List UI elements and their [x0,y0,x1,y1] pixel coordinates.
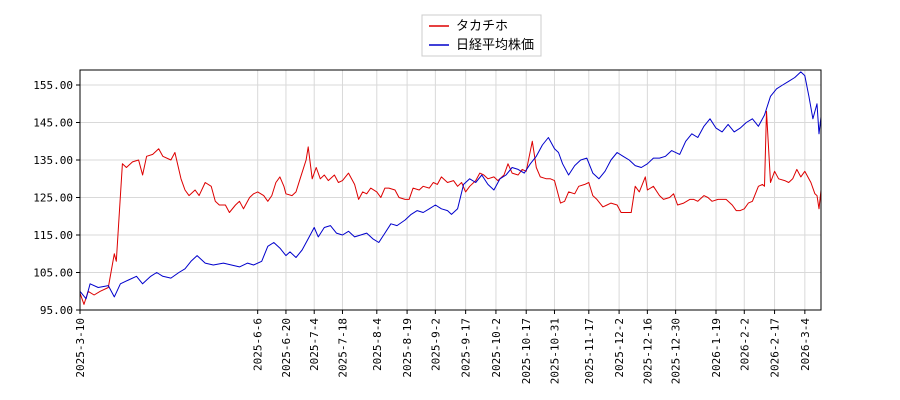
grid-lines [79,70,821,311]
y-tick-label: 115.00 [33,229,73,242]
x-tick-label: 2025-12-16 [641,318,654,384]
x-tick-label: 2025-8-4 [371,318,384,371]
y-tick-label: 95.00 [40,304,73,317]
x-tick-label: 2026-2-2 [738,318,751,371]
series-line-1 [79,71,822,300]
legend-label-0: タカチホ [456,19,508,34]
x-tick-label: 2025-3-10 [74,318,87,378]
y-tick-label: 105.00 [33,267,73,280]
legend-label-1: 日経平均株価 [456,38,534,53]
x-tick-label: 2025-10-2 [490,318,503,378]
x-tick-label: 2025-12-2 [613,318,626,378]
x-tick-label: 2025-12-30 [670,318,683,384]
legend: タカチホ 日経平均株価 [421,14,542,57]
x-tick-label: 2025-10-31 [548,318,561,384]
x-tick-label: 2025-11-17 [583,318,596,384]
x-tick-label: 2026-3-4 [799,318,812,371]
x-tick-label: 2025-10-17 [520,318,533,384]
x-tick-label: 2025-9-2 [429,318,442,371]
series-lines [79,71,822,305]
x-tick-label: 2026-1-19 [710,318,723,378]
y-axis: 95.00 105.00 115.00 125.00 135.00 145.00 155.0… [33,79,80,317]
y-tick-label: 135.00 [33,154,73,167]
x-tick-label: 2026-2-17 [769,318,782,378]
series-line-0 [79,110,822,305]
plot-frame [79,69,822,311]
y-tick-label: 155.00 [33,79,73,92]
x-tick-label: 2025-7-18 [336,318,349,378]
y-tick-label: 145.00 [33,117,73,130]
legend-box [421,14,542,57]
x-tick-label: 2025-6-20 [280,318,293,378]
y-tick-label: 125.00 [33,192,73,205]
x-tick-label: 2025-7-4 [308,318,321,371]
x-tick-label: 2025-6-6 [252,318,265,371]
x-tick-label: 2025-9-17 [460,318,473,378]
x-tick-label: 2025-8-19 [401,318,414,378]
x-axis: 2025-3-10 2025-6-6 2025-6-20 2025-7-4 2025-7… [74,310,812,384]
